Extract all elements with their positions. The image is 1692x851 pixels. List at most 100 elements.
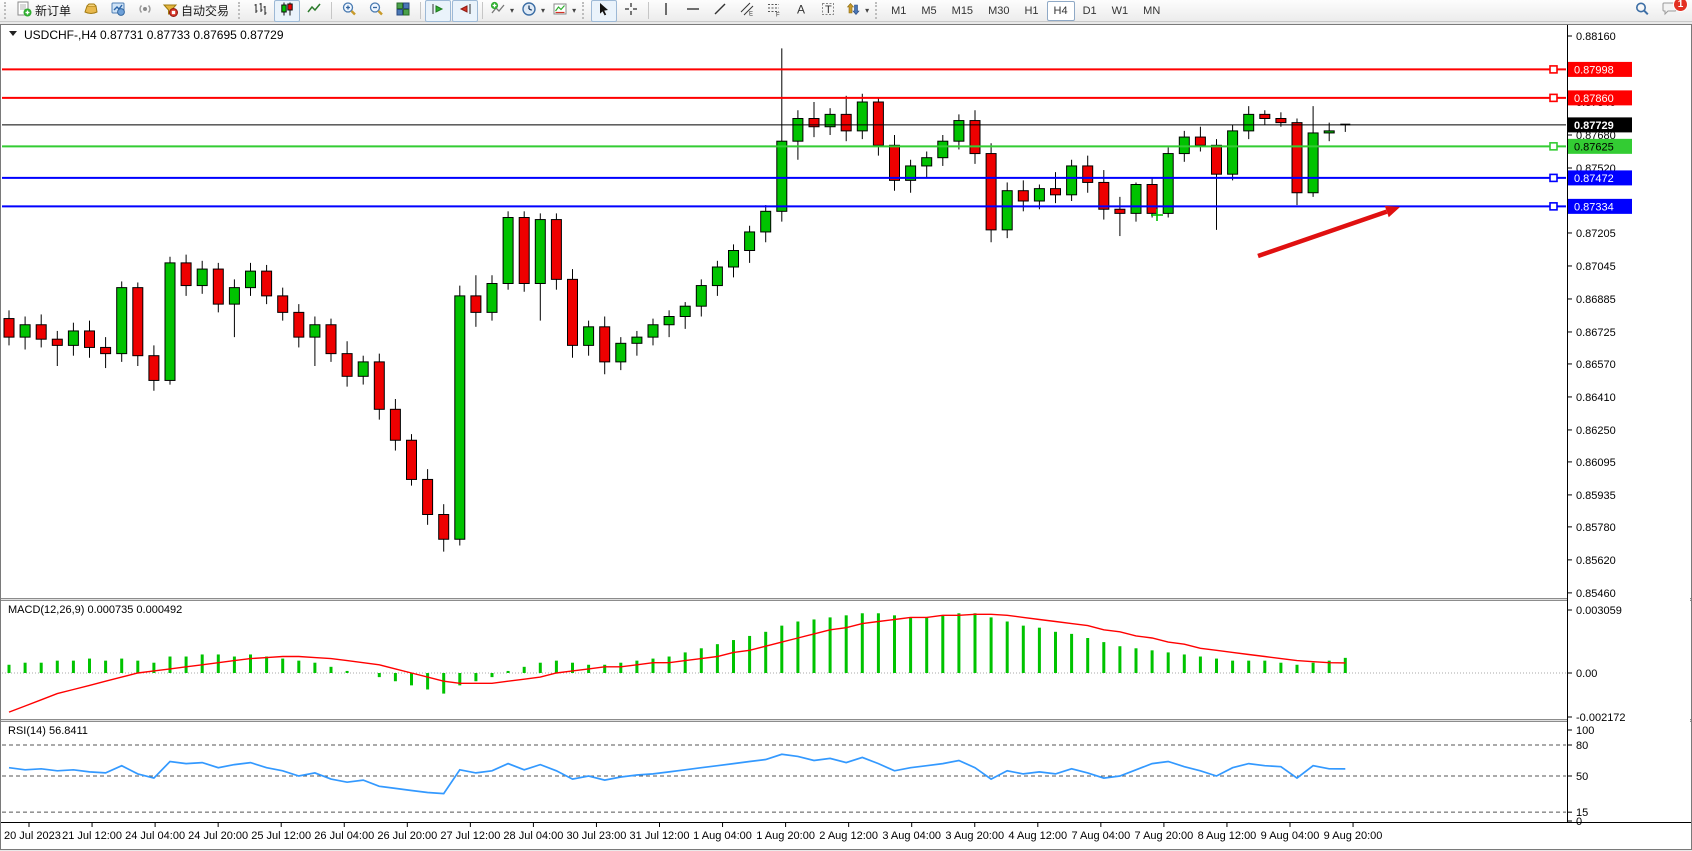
- price-tick-label: 0.85620: [1576, 555, 1616, 567]
- tile-windows-button[interactable]: [390, 0, 416, 22]
- new-order-button[interactable]: 新订单: [13, 0, 77, 22]
- arrows-button[interactable]: ▾: [842, 0, 872, 22]
- tab-m15[interactable]: M15: [951, 4, 974, 17]
- auto-scroll-button[interactable]: [425, 0, 452, 22]
- tab-m5[interactable]: M5: [921, 4, 937, 17]
- candle: [454, 295, 466, 540]
- candle: [711, 266, 723, 287]
- chart-line-button[interactable]: [301, 0, 327, 22]
- crosshair-icon: [623, 1, 639, 20]
- line-handle[interactable]: [1549, 93, 1558, 103]
- candle: [953, 120, 965, 142]
- time-tick-label: 7 Aug 04:00: [1071, 830, 1130, 842]
- candle: [808, 118, 820, 128]
- candle: [1082, 165, 1094, 183]
- current-price-badge: [1568, 117, 1632, 133]
- periods-button[interactable]: ▾: [518, 0, 548, 22]
- equidistant-channel-button[interactable]: E: [734, 0, 760, 22]
- candle: [357, 361, 369, 377]
- search-button[interactable]: [1629, 0, 1655, 22]
- candle: [1275, 118, 1287, 124]
- market-watch-button[interactable]: [105, 0, 131, 22]
- notification-badge: 1: [1673, 0, 1688, 12]
- zoom-out-button[interactable]: [363, 0, 389, 22]
- signal-button[interactable]: [132, 0, 158, 22]
- tab-d1[interactable]: D1: [1082, 4, 1097, 17]
- price-level-badge-text: 0.87998: [1574, 64, 1614, 76]
- candle: [1259, 113, 1271, 119]
- rsi-label: RSI(14) 56.8411: [8, 725, 88, 737]
- vertical-line-button[interactable]: [653, 0, 679, 22]
- tab-w1[interactable]: W1: [1111, 4, 1129, 17]
- candle: [615, 342, 627, 363]
- fibonacci-button[interactable]: F: [761, 0, 787, 22]
- tab-h4[interactable]: H4: [1046, 0, 1075, 21]
- candle: [583, 326, 595, 346]
- svg-text:T: T: [825, 4, 832, 16]
- indicators-icon: [490, 1, 506, 20]
- candle: [164, 262, 176, 381]
- line-handle[interactable]: [1549, 173, 1558, 183]
- trendline-button[interactable]: [707, 0, 733, 22]
- candle: [1307, 132, 1319, 194]
- notifications-button[interactable]: 1: [1656, 0, 1688, 22]
- candle: [840, 113, 852, 132]
- search-icon: [1634, 1, 1650, 20]
- line-handle[interactable]: [1549, 202, 1558, 211]
- tab-mn[interactable]: MN: [1143, 4, 1161, 17]
- chart-bars-button[interactable]: [247, 0, 273, 22]
- arrow-annotation-head[interactable]: [1384, 205, 1400, 218]
- templates-button[interactable]: ▾: [549, 0, 579, 22]
- candle: [373, 361, 385, 410]
- candle: [3, 318, 15, 338]
- chart-window[interactable]: USDCHF-,H4 0.87731 0.87733 0.87695 0.877…: [0, 22, 1692, 851]
- tab-m1[interactable]: M1: [891, 4, 907, 17]
- candle: [1291, 122, 1303, 194]
- price-tick-label: 0.86250: [1576, 425, 1616, 437]
- fibonacci-icon: F: [766, 1, 782, 20]
- tile-windows-icon: [395, 1, 411, 20]
- price-tick-label: 0.86570: [1576, 359, 1616, 371]
- price-level-badge-text: 0.87625: [1574, 141, 1614, 153]
- zoom-in-button[interactable]: [336, 0, 362, 22]
- candle: [937, 140, 949, 159]
- chart-shift-button[interactable]: [452, 0, 479, 22]
- macd-signal-line: [8, 613, 1346, 713]
- dropdown-caret-icon: ▾: [541, 6, 546, 15]
- auto-trading-button[interactable]: 自动交易: [159, 0, 235, 22]
- zoom-out-icon: [368, 1, 384, 20]
- candle: [502, 217, 514, 284]
- line-handle[interactable]: [1549, 142, 1558, 151]
- price-level-badge: [1568, 170, 1632, 186]
- macd-tick-label: -0.002172: [1576, 712, 1626, 724]
- candle: [1130, 184, 1142, 214]
- cursor-button[interactable]: [591, 0, 618, 22]
- candle: [180, 262, 192, 287]
- candle: [534, 219, 546, 284]
- toolbar-grip: [875, 2, 880, 19]
- candle: [116, 287, 128, 355]
- candle: [889, 144, 900, 181]
- time-tick-label: 2 Aug 12:00: [819, 830, 878, 842]
- horizontal-line-button[interactable]: [680, 0, 706, 22]
- arrow-annotation[interactable]: [1257, 209, 1388, 259]
- candle: [422, 478, 434, 515]
- candle: [776, 140, 788, 212]
- text-label-button[interactable]: T: [815, 0, 841, 22]
- tab-m30[interactable]: M30: [988, 4, 1010, 17]
- candle: [631, 336, 643, 344]
- text-button[interactable]: A: [788, 0, 814, 22]
- line-handle[interactable]: [1549, 65, 1558, 74]
- crosshair-button[interactable]: [618, 0, 644, 22]
- chart-candles-button[interactable]: [274, 0, 301, 22]
- indicators-button[interactable]: ▾: [487, 0, 517, 22]
- one-click-trading-toggle-icon[interactable]: [9, 31, 17, 36]
- candle: [695, 285, 707, 307]
- time-tick-label: 26 Jul 04:00: [314, 830, 374, 842]
- current-price-badge-text: 0.87729: [1574, 120, 1614, 132]
- time-tick-label: 1 Aug 04:00: [693, 830, 752, 842]
- tab-h1[interactable]: H1: [1024, 4, 1039, 17]
- time-tick-label: 31 Jul 12:00: [630, 830, 690, 842]
- chart-profile-button[interactable]: [78, 0, 104, 22]
- price-tick-label: 0.85935: [1576, 490, 1616, 502]
